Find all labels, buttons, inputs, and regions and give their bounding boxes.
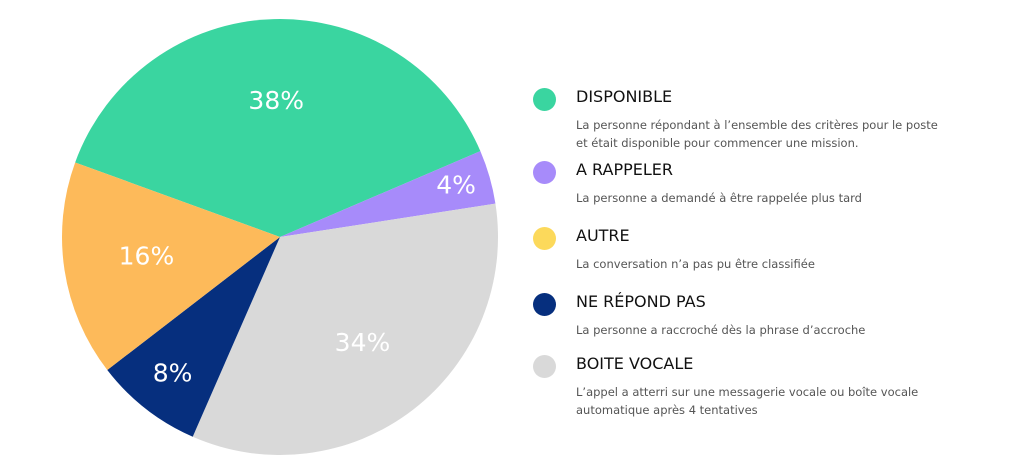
- legend-title-a-rappeler: A RAPPELER: [576, 160, 673, 179]
- legend-desc-ne-repond-pas: La personne a raccroché dès la phrase d’…: [576, 323, 866, 337]
- pie-slice-a-rappeler: [280, 151, 496, 237]
- legend-dot-autre: [533, 227, 556, 250]
- pie-label-a-rappeler: 4%: [436, 171, 476, 200]
- pie-label-ne-repond-pas: 8%: [153, 358, 193, 387]
- pie-slice-boite-vocale: [192, 203, 498, 455]
- legend-dot-disponible: [533, 88, 556, 111]
- legend-desc-disponible: La personne répondant à l’ensemble des c…: [576, 118, 938, 150]
- legend-dot-ne-repond-pas: [533, 293, 556, 316]
- pie-slice-autre: [61, 162, 281, 371]
- pie-label-boite-vocale: 34%: [335, 328, 391, 357]
- legend-dot-boite-vocale: [533, 355, 556, 378]
- legend-dot-a-rappeler: [533, 161, 556, 184]
- legend-desc-boite-vocale: L’appel a atterri sur une messagerie voc…: [576, 385, 919, 417]
- legend-desc-autre: La conversation n’a pas pu être classifi…: [576, 257, 815, 271]
- legend-title-boite-vocale: BOITE VOCALE: [576, 354, 694, 373]
- pie-label-autre: 16%: [119, 242, 175, 271]
- pie-label-disponible: 38%: [248, 86, 304, 115]
- pie-slice-ne-repond-pas: [107, 237, 281, 437]
- pie-chart: 38% 4% 34% 8% 16%: [61, 19, 498, 455]
- pie-slice-disponible: [75, 19, 481, 238]
- legend-title-ne-repond-pas: NE RÉPOND PAS: [576, 292, 706, 311]
- legend-desc-a-rappeler: La personne a demandé à être rappelée pl…: [576, 191, 862, 205]
- legend-title-autre: AUTRE: [576, 226, 630, 245]
- legend-title-disponible: DISPONIBLE: [576, 87, 673, 106]
